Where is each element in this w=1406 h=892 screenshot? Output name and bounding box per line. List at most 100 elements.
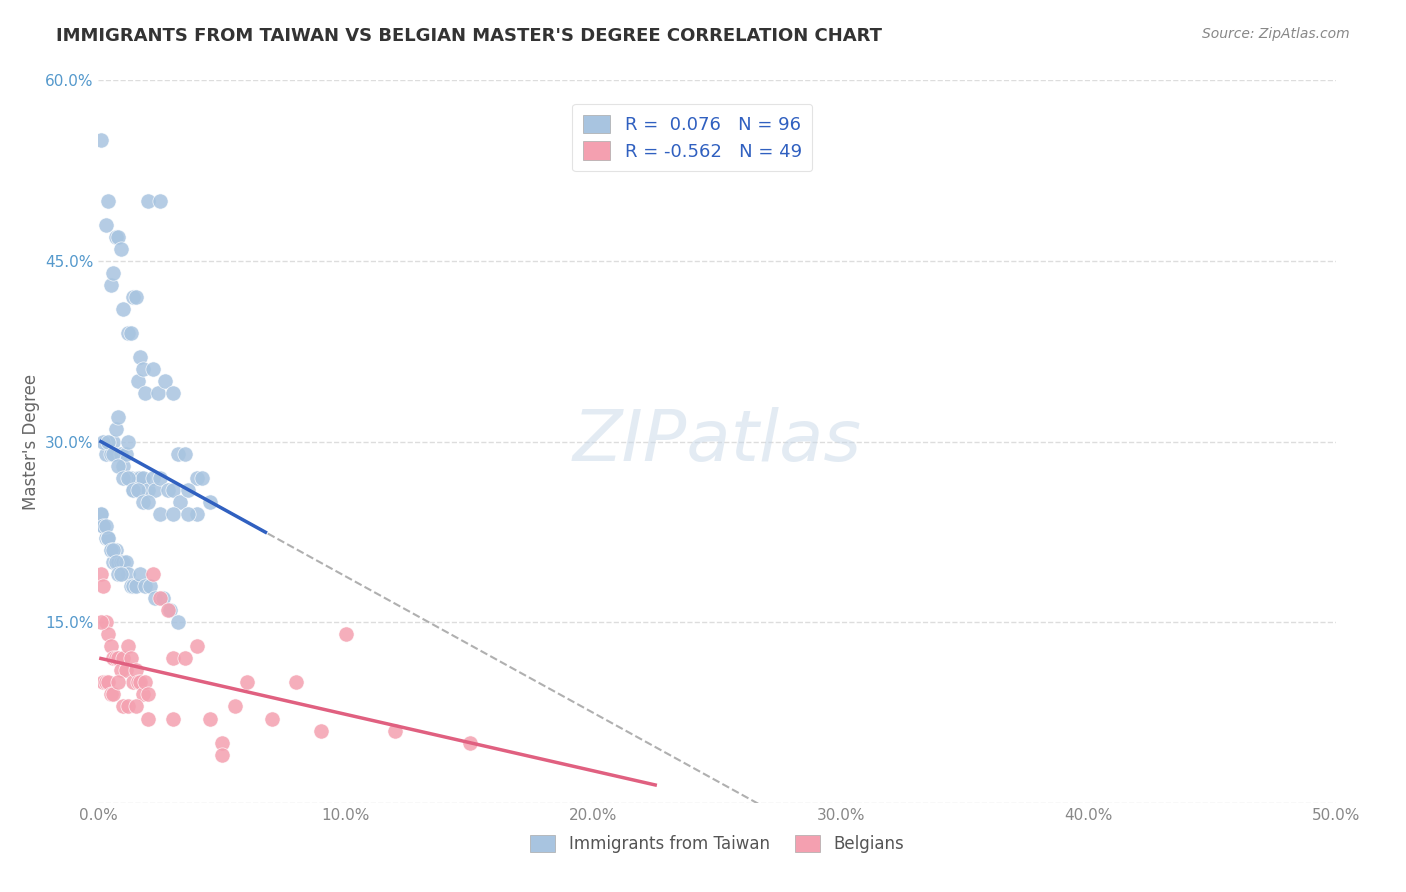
Point [104, 230, 127, 244]
Point [103, 555, 125, 569]
Point [112, 470, 135, 484]
Point [176, 507, 198, 521]
Point [156, 483, 179, 497]
Point [124, 483, 146, 497]
Point [162, 386, 184, 401]
Point [122, 579, 145, 593]
Point [93, 518, 115, 533]
Point [198, 712, 221, 726]
Point [103, 651, 125, 665]
Point [162, 712, 184, 726]
Point [112, 301, 135, 317]
Point [134, 386, 156, 401]
Point [104, 555, 127, 569]
Point [117, 567, 139, 582]
Point [90, 133, 112, 147]
Point [94, 675, 117, 690]
Point [143, 591, 166, 605]
Point [120, 326, 142, 340]
Point [143, 483, 166, 497]
Point [100, 542, 122, 557]
Point [100, 687, 122, 701]
Point [97, 194, 120, 208]
Point [156, 603, 179, 617]
Point [124, 664, 146, 678]
Point [94, 531, 117, 545]
Point [120, 470, 142, 484]
Point [90, 615, 112, 630]
Point [103, 446, 125, 460]
Point [309, 723, 332, 738]
Point [124, 699, 146, 714]
Point [107, 651, 129, 665]
Point [93, 675, 115, 690]
Point [198, 494, 221, 508]
Point [94, 615, 117, 630]
Point [236, 675, 259, 690]
Point [186, 639, 208, 653]
Point [114, 446, 136, 460]
Point [97, 531, 120, 545]
Point [120, 579, 142, 593]
Point [100, 639, 122, 653]
Point [260, 712, 283, 726]
Point [149, 591, 172, 605]
Point [166, 446, 188, 460]
Point [224, 699, 246, 714]
Point [107, 675, 129, 690]
Point [132, 362, 155, 376]
Point [107, 555, 129, 569]
Point [100, 446, 122, 460]
Point [100, 277, 122, 292]
Point [129, 567, 152, 582]
Point [94, 518, 117, 533]
Point [127, 483, 149, 497]
Point [169, 494, 191, 508]
Point [132, 687, 155, 701]
Point [142, 362, 165, 376]
Point [122, 483, 145, 497]
Point [142, 567, 165, 582]
Point [97, 675, 120, 690]
Point [103, 434, 125, 449]
Point [117, 639, 139, 653]
Point [211, 735, 233, 749]
Text: Source: ZipAtlas.com: Source: ZipAtlas.com [1202, 27, 1350, 41]
Point [104, 542, 127, 557]
Point [97, 627, 120, 641]
Point [122, 483, 145, 497]
Point [129, 675, 152, 690]
Point [107, 458, 129, 473]
Point [162, 483, 184, 497]
Point [162, 507, 184, 521]
Point [117, 699, 139, 714]
Point [139, 579, 162, 593]
Point [166, 615, 188, 630]
Point [136, 494, 159, 508]
Point [134, 579, 156, 593]
Point [146, 386, 169, 401]
Point [129, 470, 152, 484]
Point [104, 422, 127, 436]
Point [97, 531, 120, 545]
Point [174, 651, 197, 665]
Legend: Immigrants from Taiwan, Belgians: Immigrants from Taiwan, Belgians [523, 828, 911, 860]
Point [142, 470, 165, 484]
Point [122, 290, 145, 304]
Point [136, 483, 159, 497]
Point [112, 555, 135, 569]
Point [100, 542, 122, 557]
Point [97, 434, 120, 449]
Point [103, 266, 125, 280]
Point [129, 350, 152, 364]
Point [127, 374, 149, 388]
Point [90, 507, 112, 521]
Point [90, 567, 112, 582]
Point [149, 194, 172, 208]
Point [114, 555, 136, 569]
Text: IMMIGRANTS FROM TAIWAN VS BELGIAN MASTER'S DEGREE CORRELATION CHART: IMMIGRANTS FROM TAIWAN VS BELGIAN MASTER… [56, 27, 882, 45]
Point [124, 290, 146, 304]
Point [110, 555, 132, 569]
Point [162, 651, 184, 665]
Point [335, 627, 357, 641]
